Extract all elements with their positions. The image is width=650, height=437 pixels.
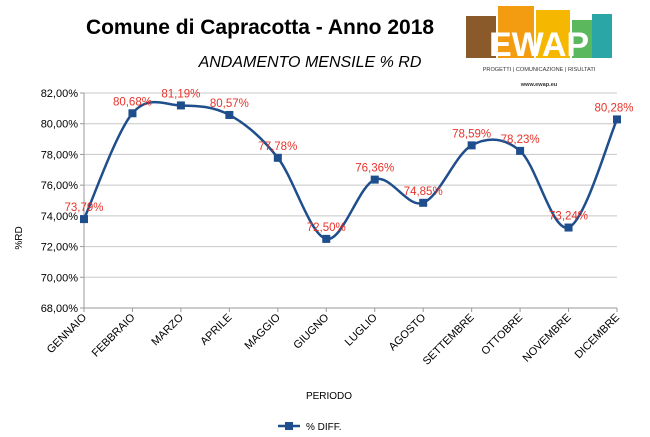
series-line <box>82 100 619 241</box>
x-tick-label: OTTOBRE <box>479 312 525 358</box>
data-label: 77,78% <box>258 141 297 153</box>
data-point <box>370 175 379 184</box>
y-tick-label: 68,00% <box>41 303 79 315</box>
legend-marker <box>285 422 293 430</box>
x-axis-title: PERIODO <box>306 391 352 402</box>
legend-label: % DIFF. <box>306 422 342 433</box>
data-label: 72,50% <box>307 222 346 234</box>
y-tick-label: 70,00% <box>41 272 79 284</box>
data-point <box>322 234 331 243</box>
data-point <box>225 110 234 119</box>
x-tick-label: MAGGIO <box>242 311 283 352</box>
data-point <box>564 223 573 232</box>
logo-block-orange <box>498 6 534 58</box>
logo-url: www.ewap.eu <box>520 82 558 88</box>
data-point <box>613 115 621 124</box>
legend: % DIFF. <box>278 422 342 433</box>
data-point <box>80 215 88 224</box>
logo-block-green <box>572 20 592 58</box>
data-label: 78,23% <box>501 134 540 146</box>
data-label: 73,24% <box>549 211 588 223</box>
data-point <box>516 146 525 155</box>
y-tick-label: 74,00% <box>41 211 79 223</box>
data-label: 76,36% <box>355 163 394 175</box>
y-tick-label: 82,00% <box>41 88 79 100</box>
y-tick-label: 78,00% <box>41 149 79 161</box>
data-label: 80,68% <box>113 96 152 108</box>
logo-wordmark: EWAP <box>489 26 589 64</box>
logo-tagline: PROGETTI | COMUNICAZIONE | RISULTATI <box>483 67 596 73</box>
data-point <box>128 109 137 118</box>
gridlines <box>84 92 617 309</box>
data-label: 80,57% <box>210 98 249 110</box>
x-tick-label: GENNAIO <box>45 311 90 356</box>
logo-block-yellow <box>536 10 570 58</box>
x-tick-label: DICEMBRE <box>573 312 623 362</box>
x-axis: GENNAIO FEBBRAIO MARZO APRILE MAGGIO GIUGNO LU… <box>45 307 623 368</box>
x-tick-label: LUGLIO <box>343 311 380 348</box>
data-labels: 73,79% 80,68% 81,19% 80,57% 77,78% 72,50% 76,3… <box>64 88 633 233</box>
chart-subtitle: ANDAMENTO MENSILE % RD <box>198 54 422 71</box>
y-axis-title: %RD <box>14 226 25 249</box>
data-label: 78,59% <box>452 128 491 140</box>
data-point <box>273 153 282 162</box>
logo-block-teal <box>592 14 612 58</box>
y-tick-label: 76,00% <box>41 180 79 192</box>
data-point <box>467 141 476 150</box>
x-tick-label: APRILE <box>198 312 234 348</box>
x-tick-label: AGOSTO <box>387 311 429 353</box>
ewap-logo: EWAP PROGETTI | COMUNICAZIONE | RISULTAT… <box>466 6 612 88</box>
data-label: 81,19% <box>161 88 200 100</box>
series-markers <box>80 101 621 243</box>
x-tick-label: MARZO <box>149 311 186 348</box>
y-axis: 68,00% 70,00% 72,00% 74,00% 76,00% 78,00% 80,0… <box>41 88 85 315</box>
chart-title: Comune di Capracotta - Anno 2018 <box>85 16 435 39</box>
data-point <box>176 101 185 110</box>
y-tick-label: 72,00% <box>41 242 79 254</box>
y-tick-label: 80,00% <box>41 119 79 131</box>
x-tick-label: GIUGNO <box>291 311 331 351</box>
logo-block-brown <box>466 16 496 58</box>
data-point <box>419 198 428 207</box>
x-tick-label: FEBBRAIO <box>90 311 138 359</box>
data-label: 73,79% <box>64 202 103 214</box>
data-label: 80,28% <box>594 102 633 114</box>
data-label: 74,85% <box>404 186 443 198</box>
x-tick-label: SETTEMBRE <box>421 312 477 368</box>
x-tick-label: NOVEMBRE <box>521 312 574 365</box>
